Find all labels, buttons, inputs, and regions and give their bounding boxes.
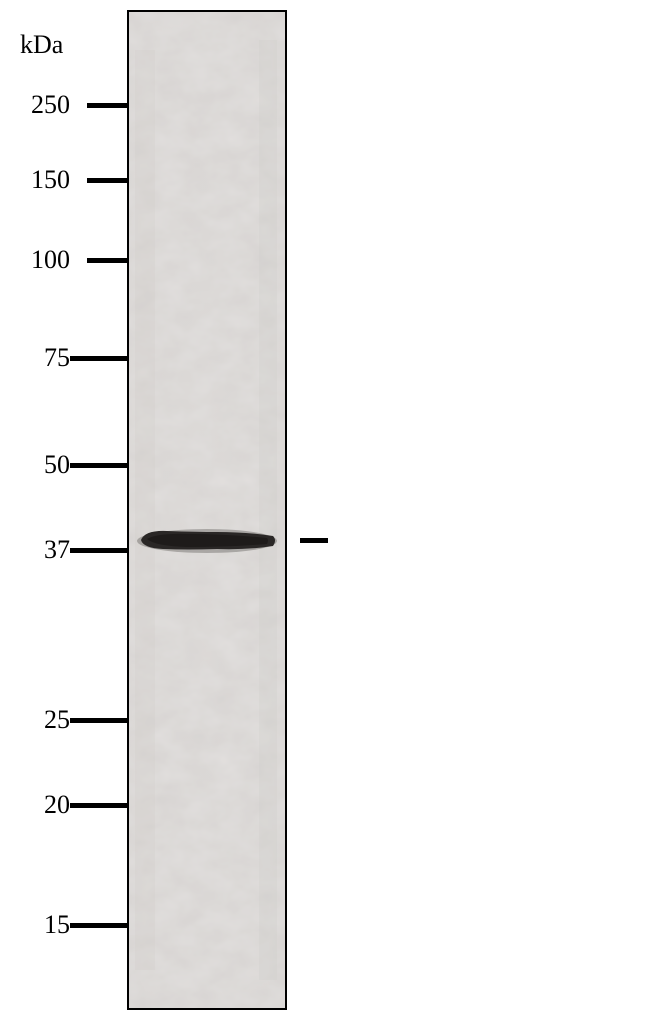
marker-50-label: 50 — [10, 450, 70, 480]
marker-15-label: 15 — [10, 910, 70, 940]
marker-50-tick — [70, 463, 127, 468]
marker-100-tick — [87, 258, 127, 263]
marker-25-label: 25 — [10, 705, 70, 735]
marker-75-label: 75 — [10, 343, 70, 373]
unit-label: kDa — [20, 30, 63, 60]
marker-37-tick — [70, 548, 127, 553]
marker-75-tick — [70, 356, 127, 361]
marker-150-label: 150 — [10, 165, 70, 195]
marker-20-tick — [70, 803, 127, 808]
marker-15-tick — [70, 923, 127, 928]
marker-250-tick — [87, 103, 127, 108]
marker-150-tick — [87, 178, 127, 183]
marker-100-label: 100 — [10, 245, 70, 275]
lane-border — [127, 10, 287, 1010]
marker-37-label: 37 — [10, 535, 70, 565]
western-blot-figure: kDa — [0, 0, 650, 1020]
marker-20-label: 20 — [10, 790, 70, 820]
marker-25-tick — [70, 718, 127, 723]
band-indicator — [300, 538, 328, 543]
marker-250-label: 250 — [10, 90, 70, 120]
